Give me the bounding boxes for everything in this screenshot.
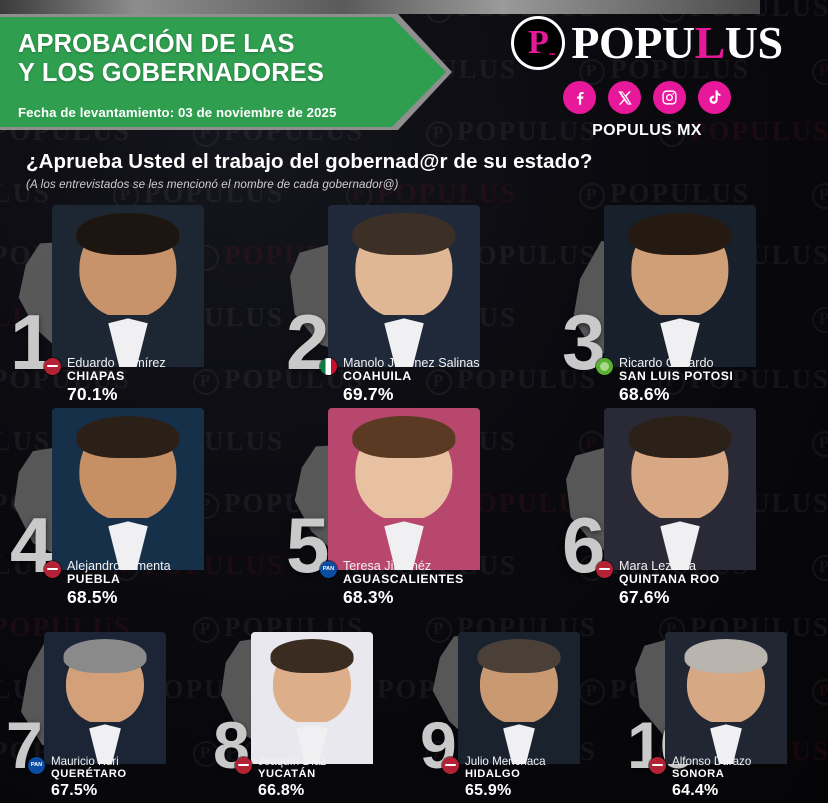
state-label: SONORA: [672, 767, 725, 780]
badge-dots-icon: ...: [549, 46, 555, 58]
brand-logo: P ... POPULUS POPULUS MX: [482, 16, 812, 140]
governor-name: Alejandro Armenta: [67, 558, 171, 573]
ranking-card-10[interactable]: 10 Alfonso Durazo SONORA 64.4%: [621, 606, 828, 799]
state-label: YUCATÁN: [258, 767, 316, 780]
watermark-row: PPOPULUSPPOPULUSPPOPULUSPPOPULUSPPOPULUS…: [0, 176, 828, 210]
governor-info: Alejandro Armenta PUEBLA 68.5%: [44, 559, 171, 608]
approval-percentage: 65.9%: [465, 782, 512, 800]
governor-info: Joaquín Díaz YUCATÁN 66.8%: [235, 755, 326, 800]
facebook-icon[interactable]: [563, 81, 596, 114]
ranking-grid: 1 Eduardo Ramírez CHIAPAS 70.1% 2 Manolo Jimé…: [0, 200, 828, 799]
approval-percentage: 68.5%: [67, 587, 118, 608]
approval-percentage: 68.3%: [343, 587, 394, 608]
party-badge-morena-icon: [235, 756, 252, 774]
social-links: [482, 81, 812, 114]
banner-title-line2: Y LOS GOBERNADORES: [18, 58, 324, 87]
governor-portrait: [665, 632, 787, 764]
governor-name: Alfonso Durazo: [672, 754, 752, 768]
governor-name: Joaquín Díaz: [258, 754, 327, 768]
ranking-card-6[interactable]: 6 Mara Lezama QUINTANA ROO 67.6%: [552, 403, 828, 608]
party-badge-pvem-icon: [596, 357, 613, 375]
watermark-row: PPOPULUSPPOPULUSPPOPULUSPPOPULUSPPOPULUS…: [0, 796, 828, 803]
approval-percentage: 64.4%: [672, 782, 719, 800]
brand-wordmark: POPULUS: [571, 17, 783, 68]
state-label: HIDALGO: [465, 767, 521, 780]
approval-percentage: 70.1%: [67, 384, 118, 405]
governor-name: Manolo Jiménez Salinas: [343, 355, 480, 370]
badge-letter: P: [528, 24, 549, 61]
ranking-card-1[interactable]: 1 Eduardo Ramírez CHIAPAS 70.1%: [0, 200, 276, 405]
state-label: COAHUILA: [343, 368, 412, 383]
ranking-card-8[interactable]: 8 Joaquín Díaz YUCATÁN 66.8%: [207, 606, 414, 799]
governor-info: Mara Lezama QUINTANA ROO 67.6%: [596, 559, 720, 608]
question-text: ¿Aprueba Usted el trabajo del gobernad@r…: [26, 150, 593, 173]
party-badge-pan-icon: [28, 756, 45, 774]
ranking-row: 1 Eduardo Ramírez CHIAPAS 70.1% 2 Manolo Jimé…: [0, 200, 828, 405]
tiktok-icon[interactable]: [698, 81, 731, 114]
state-label: PUEBLA: [67, 571, 121, 586]
approval-percentage: 66.8%: [258, 782, 305, 800]
governor-name: Ricardo Gallardo: [619, 355, 714, 370]
governor-name: Julio Menchaca: [465, 754, 546, 768]
survey-date-label: Fecha de levantamiento: 03 de noviembre …: [18, 104, 337, 120]
question-note: (A los entrevistados se les mencionó el …: [26, 178, 399, 191]
populus-p-badge-icon: P ...: [511, 16, 566, 70]
governor-info: Manolo Jiménez Salinas COAHUILA 69.7%: [320, 356, 480, 405]
governor-info: Alfonso Durazo SONORA 64.4%: [649, 755, 751, 800]
banner-title-line1: APROBACIÓN DE LAS: [18, 30, 295, 58]
governor-portrait: [458, 632, 580, 764]
approval-percentage: 68.6%: [619, 384, 670, 405]
governor-info: Eduardo Ramírez CHIAPAS 70.1%: [44, 356, 166, 405]
watermark-row: PPOPULUSPPOPULUSPPOPULUSPPOPULUSPPOPULUS…: [0, 364, 828, 396]
instagram-icon[interactable]: [653, 81, 686, 114]
party-badge-morena-icon: [442, 756, 459, 774]
header-grey-strip: [0, 0, 760, 14]
party-badge-morena-icon: [649, 756, 666, 774]
state-label: QUERÉTARO: [51, 767, 127, 780]
governor-portrait: [52, 408, 204, 570]
banner-title: APROBACIÓN DE LAS Y LOS GOBERNADORES: [18, 30, 446, 88]
governor-name: Eduardo Ramírez: [67, 355, 166, 370]
state-label: CHIAPAS: [67, 368, 125, 383]
governor-name: Mauricio Kuri: [51, 754, 119, 768]
x-icon[interactable]: [608, 81, 641, 114]
ranking-card-2[interactable]: 2 Manolo Jiménez Salinas COAHUILA 69.7%: [276, 200, 552, 405]
party-badge-morena-icon: [596, 560, 613, 578]
ranking-card-3[interactable]: 3 Ricardo Gallardo SAN LUIS POTOSI 68.6%: [552, 200, 828, 405]
state-label: AGUASCALIENTES: [343, 571, 464, 586]
party-badge-pri-icon: [320, 357, 337, 375]
party-badge-pan-icon: [320, 560, 337, 578]
approval-percentage: 67.5%: [51, 782, 98, 800]
governor-name: Teresa Jimenéz: [343, 558, 432, 573]
governor-info: Julio Menchaca HIDALGO 65.9%: [442, 755, 546, 800]
governor-name: Mara Lezama: [619, 558, 696, 573]
brand-name-part2: US: [724, 17, 783, 68]
brand-name-part1: POPU: [571, 17, 695, 68]
governor-portrait: [52, 205, 204, 367]
governor-portrait: [604, 408, 756, 570]
approval-percentage: 69.7%: [343, 384, 394, 405]
brand-name-highlight: L: [694, 17, 726, 68]
party-badge-morena-icon: [44, 357, 61, 375]
approval-percentage: 67.6%: [619, 587, 670, 608]
brand-subtitle: POPULUS MX: [592, 122, 702, 139]
governor-portrait: [604, 205, 756, 367]
governor-portrait: [44, 632, 166, 764]
governor-info: Ricardo Gallardo SAN LUIS POTOSI 68.6%: [596, 356, 733, 405]
state-label: QUINTANA ROO: [619, 571, 720, 586]
state-label: SAN LUIS POTOSI: [619, 368, 734, 383]
governor-portrait: [251, 632, 373, 764]
ranking-card-4[interactable]: 4 Alejandro Armenta PUEBLA 68.5%: [0, 403, 276, 608]
party-badge-morena-icon: [44, 560, 61, 578]
governor-portrait: [328, 205, 480, 367]
ranking-card-9[interactable]: 9 Julio Menchaca HIDALGO 65.9%: [414, 606, 621, 799]
governor-portrait: [328, 408, 480, 570]
title-banner: APROBACIÓN DE LAS Y LOS GOBERNADORES Fec…: [0, 14, 452, 130]
